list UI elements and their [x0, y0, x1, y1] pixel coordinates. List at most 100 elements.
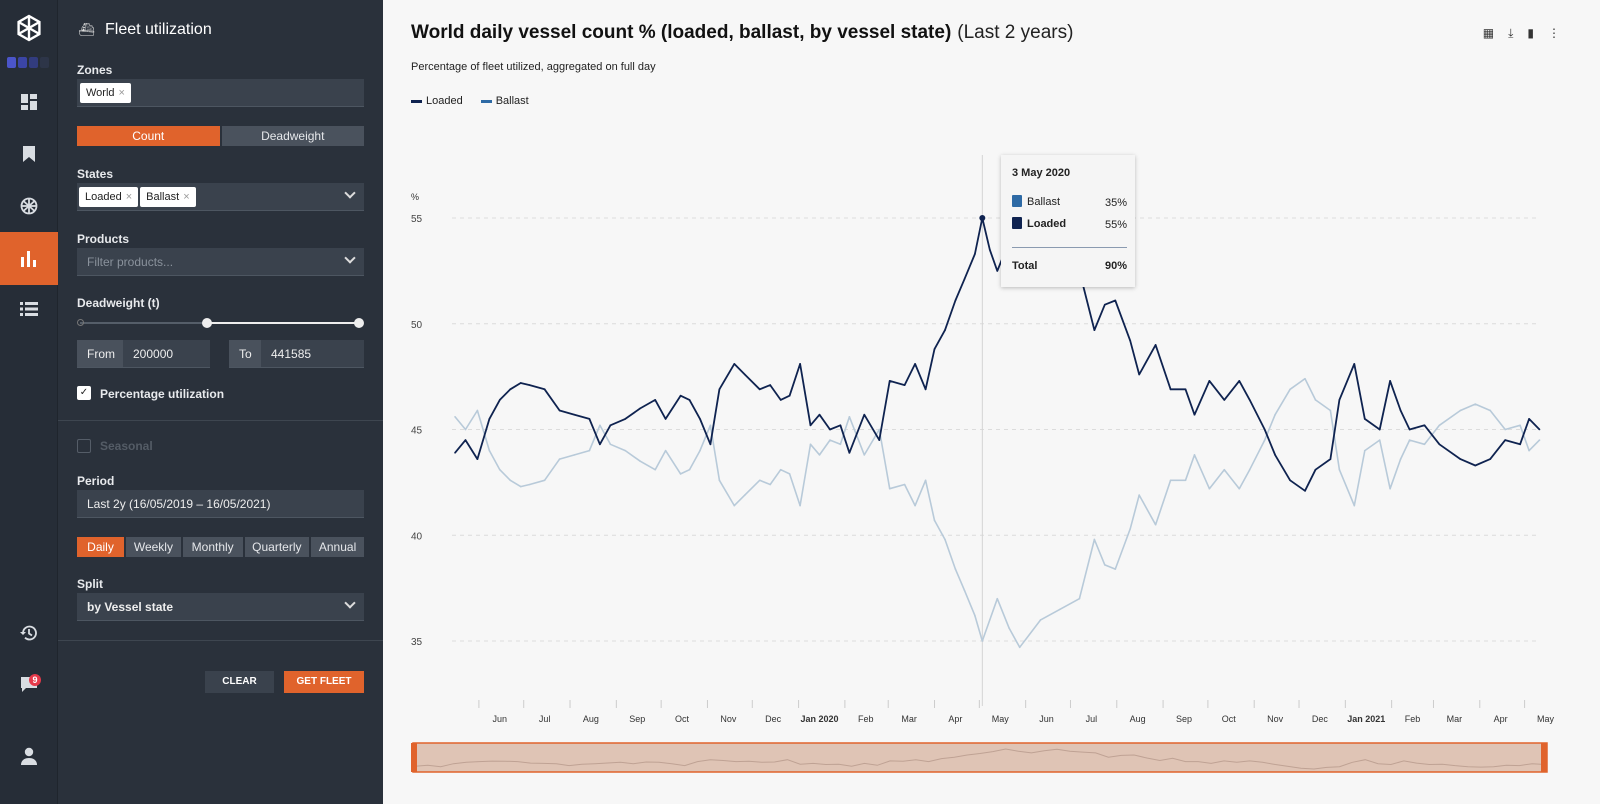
quarterly-button[interactable]: Quarterly — [244, 537, 310, 557]
data-point-loaded — [818, 413, 821, 416]
data-point-loaded — [1338, 399, 1341, 401]
more-icon[interactable]: ⋮ — [1548, 26, 1560, 40]
navigator-handle-left[interactable] — [411, 743, 417, 772]
line-chart[interactable]: % 55 50 45 40 35 Jun Jul Aug Sep Oct Nov Dec Jan 2020… — [384, 0, 1600, 804]
grid-add-icon[interactable]: ▦ — [1482, 26, 1495, 40]
bookmark-icon[interactable]: ▮ — [1527, 26, 1534, 40]
dot — [7, 57, 16, 68]
data-point-ballast — [1169, 479, 1172, 482]
data-point-ballast — [1184, 479, 1187, 482]
data-point-loaded — [499, 399, 501, 401]
bookmark-icon[interactable] — [0, 126, 58, 182]
x-tick-label: Mar — [901, 714, 917, 724]
x-tick-label: Jun — [1039, 714, 1054, 724]
filter-panel: ⛴ Fleet utilization Zones World × Count D… — [58, 0, 383, 804]
from-field[interactable]: From 200000 — [77, 340, 210, 368]
remove-icon[interactable]: × — [183, 191, 190, 203]
data-point-loaded — [543, 388, 546, 391]
legend-label: Loaded — [426, 95, 463, 107]
weekly-button[interactable]: Weekly — [125, 537, 181, 557]
logo-icon[interactable] — [0, 0, 58, 56]
data-point-ballast — [528, 483, 531, 486]
data-point-ballast — [624, 449, 627, 452]
data-point-ballast — [903, 483, 906, 486]
state-chip-loaded[interactable]: Loaded × — [79, 187, 139, 207]
data-point-ballast — [1378, 439, 1381, 441]
state-chip-ballast[interactable]: Ballast × — [140, 187, 196, 207]
data-point-loaded — [476, 458, 479, 460]
data-point-ballast — [609, 443, 612, 446]
x-tick-label: Nov — [1267, 714, 1284, 724]
navigator-handle-right[interactable] — [1541, 743, 1547, 772]
slider-handle-max[interactable] — [354, 318, 364, 328]
to-field[interactable]: To 441585 — [229, 340, 364, 368]
y-tick-label: 50 — [411, 320, 423, 331]
data-point-loaded — [933, 348, 936, 350]
globe-icon[interactable] — [0, 178, 58, 234]
data-point-loaded — [878, 439, 881, 441]
data-point-ballast — [1423, 443, 1426, 446]
data-point-ballast — [954, 568, 957, 570]
divider — [58, 420, 383, 421]
zone-chip[interactable]: World × — [80, 83, 131, 103]
data-point-loaded — [809, 424, 812, 427]
y-tick-label: 40 — [411, 531, 423, 542]
dot — [18, 57, 27, 68]
deadweight-button[interactable]: Deadweight — [221, 126, 364, 146]
x-tick-label: Oct — [675, 714, 690, 724]
seasonal-checkbox[interactable] — [77, 439, 91, 453]
data-point-loaded — [1399, 409, 1402, 412]
from-input[interactable]: 200000 — [133, 347, 174, 361]
to-label: To — [229, 340, 261, 367]
data-point-loaded — [1489, 458, 1492, 460]
remove-icon[interactable]: × — [125, 191, 133, 203]
data-point-ballast — [863, 454, 866, 456]
chart-icon[interactable] — [0, 232, 58, 285]
user-icon[interactable] — [0, 728, 58, 784]
products-placeholder: Filter products... — [87, 255, 174, 269]
list-icon[interactable] — [0, 281, 58, 337]
data-point-loaded — [1314, 468, 1317, 471]
data-point-loaded — [1504, 439, 1506, 441]
to-input[interactable]: 441585 — [271, 347, 312, 361]
chat-icon[interactable] — [0, 656, 58, 712]
split-select[interactable]: by Vessel state — [77, 593, 364, 621]
data-point-ballast — [779, 468, 782, 471]
period-select[interactable]: Last 2y (16/05/2019 – 16/05/2021) — [77, 490, 364, 518]
tooltip-row-ballast: Ballast 35% — [1012, 195, 1127, 209]
dashboard-icon[interactable] — [0, 74, 58, 130]
remove-icon[interactable]: × — [118, 87, 125, 99]
split-label: Split — [77, 577, 103, 591]
data-point-ballast — [733, 504, 736, 507]
history-icon[interactable] — [0, 605, 58, 661]
chevron-down-icon[interactable] — [344, 187, 356, 199]
slider-handle-min[interactable] — [201, 318, 212, 328]
legend-ballast[interactable]: Ballast — [480, 95, 529, 107]
x-tick-label: Nov — [720, 714, 737, 724]
daily-button[interactable]: Daily — [77, 537, 124, 557]
data-point-loaded — [1474, 464, 1477, 467]
split-value: by Vessel state — [87, 600, 174, 614]
count-button[interactable]: Count — [77, 126, 220, 146]
clear-button[interactable]: CLEAR — [205, 671, 274, 693]
monthly-button[interactable]: Monthly — [182, 537, 243, 557]
zones-input[interactable]: World × — [77, 79, 364, 107]
percentage-checkbox[interactable]: ✓ — [77, 386, 91, 400]
data-point-ballast — [588, 449, 591, 452]
get-fleet-button[interactable]: GET FLEET — [284, 671, 364, 693]
data-point-loaded — [679, 394, 682, 397]
legend-loaded[interactable]: Loaded — [411, 95, 463, 107]
download-icon[interactable]: ⤓ — [1508, 26, 1514, 40]
range-navigator[interactable] — [412, 742, 1548, 773]
data-point-loaded — [1408, 428, 1411, 431]
data-point-ballast — [1528, 449, 1530, 452]
annual-button[interactable]: Annual — [311, 537, 364, 557]
x-tick-label: Feb — [1405, 714, 1421, 724]
tooltip-date: 3 May 2020 — [1012, 167, 1071, 179]
data-point-loaded — [1538, 428, 1541, 431]
products-select[interactable]: Filter products... — [77, 248, 364, 276]
data-point-ballast — [709, 424, 712, 427]
series-line-ballast — [454, 377, 1541, 649]
states-select[interactable]: Loaded × Ballast × — [77, 183, 364, 211]
data-point-ballast — [1059, 608, 1061, 611]
